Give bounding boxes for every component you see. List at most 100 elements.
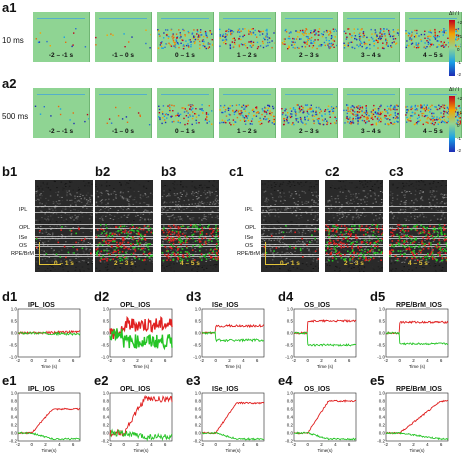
y-tick-label: 0.0	[379, 431, 386, 436]
y-tick-label: 0.0	[287, 431, 294, 436]
y-tick-label: 0.0	[103, 331, 110, 336]
layer-label: RPE/BrM	[11, 251, 34, 257]
panel-label: b1	[2, 164, 18, 179]
ios-map-panel: 0 – 1 s	[157, 88, 214, 138]
y-tick-label: 0.2	[287, 423, 294, 428]
panel-label: e4	[278, 373, 293, 388]
y-tick-label: 0.8	[195, 399, 202, 404]
x-tick-label: 0	[399, 358, 402, 363]
colorbar-tick: -1	[457, 60, 462, 65]
row-time-label: 500 ms	[2, 112, 29, 121]
y-tick-label: -0.2	[101, 439, 109, 444]
x-tick-label: 2	[320, 358, 323, 363]
x-tick-label: 0	[31, 358, 34, 363]
y-tick-label: -0.5	[193, 343, 201, 348]
y-tick-label: 0.6	[195, 407, 202, 412]
green-trace	[109, 327, 173, 351]
x-tick-label: -2	[200, 442, 204, 447]
x-tick-label: 4	[242, 442, 245, 447]
ios-map-panel: -2 – -1 s	[33, 12, 90, 62]
green-trace	[17, 431, 81, 441]
red-trace	[293, 319, 357, 335]
layer-label: RPE/BrM	[237, 251, 260, 257]
y-tick-label: 0.2	[195, 423, 202, 428]
x-tick-label: 6	[348, 358, 351, 363]
green-trace	[17, 331, 81, 337]
layer-label: ISe	[245, 235, 254, 241]
y-tick-label: 0.4	[11, 415, 18, 420]
y-tick-label: 1.0	[103, 391, 110, 396]
x-tick-label: 0	[123, 358, 126, 363]
trace-title: RPE/BrM_IOS	[396, 386, 442, 393]
x-tick-label: 4	[334, 358, 337, 363]
red-trace	[109, 315, 173, 340]
x-tick-label: 0	[215, 358, 218, 363]
x-tick-label: -2	[16, 358, 20, 363]
x-tick-label: 2	[228, 442, 231, 447]
red-trace	[293, 399, 357, 435]
trace-title: OPL_IOS	[120, 386, 151, 393]
y-tick-label: 0.5	[287, 319, 294, 324]
y-tick-label: 0.2	[103, 423, 110, 428]
y-tick-label: 0.8	[287, 399, 294, 404]
x-axis-label: Time (s)	[317, 364, 334, 369]
x-axis-label: Time(s)	[317, 448, 333, 453]
x-tick-label: 0	[215, 442, 218, 447]
x-tick-label: 4	[426, 358, 429, 363]
x-axis-label: Time(s)	[133, 448, 149, 453]
green-trace	[293, 431, 357, 441]
panel-label: b3	[161, 164, 177, 179]
x-tick-label: 4	[150, 358, 153, 363]
trace-plot: 1.0 0.8 0.6 0.4 0.2 0.0 -0.2-2 0 2 4 6 Time(s)	[193, 391, 265, 453]
red-trace	[201, 401, 265, 435]
panel-label: d4	[278, 289, 294, 304]
time-window-label: 2 – 3 s	[299, 52, 319, 59]
x-tick-label: 6	[72, 358, 75, 363]
layer-label: OPL	[245, 225, 257, 231]
green-trace	[385, 431, 449, 441]
panel-label: c1	[229, 164, 244, 179]
colorbar-a2: ΔI / I +2 +1 0 -1 -2	[445, 87, 474, 158]
panel-label: d5	[370, 289, 386, 304]
colorbar-tick: +1	[457, 34, 463, 39]
y-tick-label: 0.2	[11, 423, 18, 428]
x-tick-label: -2	[384, 442, 388, 447]
time-window-label: 4 – 5 s	[180, 260, 200, 267]
red-trace	[385, 320, 449, 335]
trace-plot: 1.0 0.5 0.0 -0.5 -1.0-2 0 2 4 6 Time (s)	[193, 307, 265, 369]
y-tick-label: 0.5	[195, 319, 202, 324]
y-tick-label: -0.5	[101, 343, 109, 348]
x-tick-label: 2	[136, 358, 139, 363]
trace-title: IPL_IOS	[28, 386, 55, 393]
x-tick-label: -2	[108, 358, 112, 363]
y-tick-label: 1.0	[11, 391, 18, 396]
layer-label: OS	[19, 243, 27, 249]
y-tick-label: 0.0	[195, 331, 202, 336]
x-tick-label: 2	[320, 442, 323, 447]
ios-map-panel: 3 – 4 s	[343, 88, 400, 138]
trace-title: IPL_IOS	[28, 302, 55, 309]
x-axis-label: Time(s)	[225, 448, 241, 453]
oct-image-panel: 2 – 3 s	[325, 180, 383, 272]
ios-map-panel: -1 – 0 s	[95, 88, 152, 138]
trace-title: ISe_IOS	[212, 386, 239, 393]
x-tick-label: 2	[136, 442, 139, 447]
y-tick-label: -1.0	[101, 355, 109, 360]
time-window-label: 3 – 4 s	[361, 128, 381, 135]
trace-plot: 1.0 0.8 0.6 0.4 0.2 0.0 -0.2-2 0 2 4 6 Time(s)	[101, 391, 173, 453]
y-tick-label: 1.0	[11, 307, 18, 312]
time-window-label: 1 – 2 s	[237, 52, 257, 59]
y-tick-label: 0.0	[379, 331, 386, 336]
panel-label: a2	[2, 76, 17, 91]
y-tick-label: -1.0	[285, 355, 293, 360]
colorbar-tick: +2	[457, 20, 463, 25]
colorbar-tick: 0	[457, 123, 460, 128]
x-tick-label: -2	[108, 442, 112, 447]
trace-plot: 1.0 0.8 0.6 0.4 0.2 0.0 -0.2-2 0 2 4 6 Time(s)	[9, 391, 81, 453]
x-tick-label: 6	[440, 358, 443, 363]
colorbar-tick: +2	[457, 96, 463, 101]
y-tick-label: 0.8	[11, 399, 18, 404]
x-axis-label: Time(s)	[409, 448, 425, 453]
ios-map-panel: 1 – 2 s	[219, 88, 276, 138]
green-trace	[385, 331, 449, 346]
